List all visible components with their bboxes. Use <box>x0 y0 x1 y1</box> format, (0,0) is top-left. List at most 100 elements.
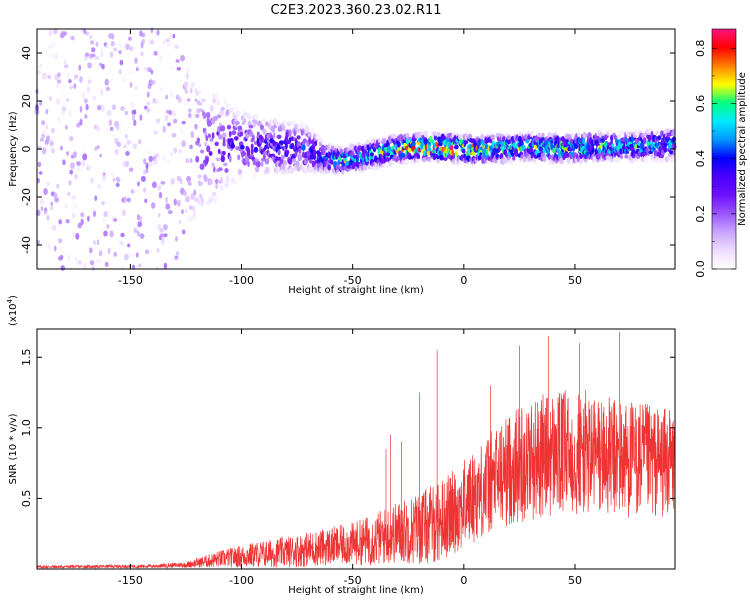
spectrogram-cell <box>168 110 172 116</box>
spectrogram-cell <box>160 181 166 185</box>
spectrogram-cell <box>279 140 284 146</box>
spectrogram-cell <box>209 105 215 112</box>
spectrogram-cell <box>220 106 225 111</box>
spectrogram-cell <box>304 127 310 134</box>
spectrogram-cell <box>175 59 180 63</box>
spectrogram-cell <box>514 151 519 157</box>
spectrogram-cell <box>194 123 198 130</box>
spectrogram-cell <box>92 210 97 218</box>
spectrogram-cell <box>218 167 223 172</box>
spectrogram-cell <box>215 157 221 162</box>
snr-panel: -150 -100 -50 0 50 0.5 1.0 1.5 Height of strai… <box>6 295 676 596</box>
spectrogram-cell <box>89 177 95 184</box>
spectrogram-cell <box>288 137 292 142</box>
spectrogram-cell <box>341 169 345 175</box>
spectrogram-cell <box>101 63 105 70</box>
spectrogram-cell <box>659 156 665 163</box>
spectrogram-cell <box>46 214 50 221</box>
spectrogram-cell <box>577 131 580 138</box>
spectrogram-cell <box>137 221 142 228</box>
spectrogram-cell <box>162 125 166 133</box>
spectrogram-cell <box>141 38 145 45</box>
spectrogram-cell <box>115 182 120 188</box>
spectrogram-cell <box>600 142 604 147</box>
spectrogram-cell <box>624 154 629 159</box>
spectrogram-cell <box>173 147 178 154</box>
spectrogram-cell <box>94 195 98 202</box>
snr-y-tick-label: 1.0 <box>20 419 33 437</box>
spectrogram-cell <box>212 166 216 173</box>
spectrogram-cell <box>189 144 194 150</box>
spectrogram-cell <box>262 128 267 135</box>
spectrogram-cell <box>73 83 77 89</box>
spectrogram-cell <box>288 129 292 137</box>
spectrogram-cell <box>552 147 557 154</box>
spectrogram-cell <box>420 131 424 136</box>
spectrogram-cell <box>405 158 410 166</box>
spectrogram-cell <box>195 155 200 163</box>
spectrogram-cell <box>121 77 126 83</box>
spectrogram-cell <box>102 218 106 223</box>
spectrogram-cell <box>488 156 491 162</box>
spectrogram-cell <box>60 265 65 271</box>
spectrogram-cell <box>38 63 43 68</box>
spectrogram-cell <box>45 124 49 130</box>
spectrogram-cell <box>41 133 46 139</box>
spectrogram-cell <box>291 142 294 147</box>
spectrogram-cell <box>174 44 179 49</box>
spectrogram-cell <box>79 106 83 113</box>
spectrogram-cell <box>206 145 211 153</box>
spectrogram-cell <box>172 33 176 39</box>
spectrogram-cell <box>74 173 78 180</box>
spectrogram-cell <box>220 125 226 132</box>
spectrogram-cell <box>613 135 617 139</box>
spectrogram-cell <box>544 139 549 146</box>
spectrogram-cell <box>173 198 177 206</box>
colorbar-tick-label: 0.6 <box>694 95 707 113</box>
spectrogram-cell <box>143 169 147 175</box>
spectrogram-cell <box>80 212 85 218</box>
spectrogram-cell <box>275 121 281 127</box>
spectrogram-cell <box>597 151 602 157</box>
spectrogram-cell <box>255 113 260 120</box>
spectrogram-cell <box>138 263 142 268</box>
spectrogram-cell <box>454 150 459 158</box>
spectrogram-cell <box>588 155 592 160</box>
spectrogram-cell <box>87 215 90 222</box>
spectrogram-cell <box>100 89 104 96</box>
colorbar-tick-label: 0.4 <box>694 150 707 168</box>
spectrogram-cell <box>148 149 151 156</box>
spectrogram-cell <box>135 67 139 72</box>
spectrogram-cell <box>87 165 92 170</box>
spectrogram-cell <box>664 156 669 163</box>
spectrogram-cell <box>165 196 169 204</box>
spectrogram-cell <box>502 158 506 165</box>
spectrogram-x-ticks: -150 -100 -50 0 50 <box>118 29 582 287</box>
spectrogram-cell <box>335 153 338 160</box>
spectrogram-cell <box>49 205 54 211</box>
spectrogram-panel: -150 -100 -50 0 50 -40 -20 0 20 40 Height of str… <box>8 27 677 296</box>
spectrogram-cell <box>512 155 516 161</box>
spectrogram-cell <box>171 110 176 117</box>
spectrogram-cell <box>98 250 103 257</box>
spectrogram-cell <box>175 236 178 242</box>
spectrogram-cell <box>43 210 48 215</box>
spectrogram-cell <box>599 133 603 139</box>
spectrogram-cell <box>110 40 115 47</box>
spectrogram-cell <box>235 121 240 125</box>
spectrogram-cell <box>240 144 245 150</box>
spectrogram-cell <box>178 97 182 103</box>
spectrogram-cell <box>170 257 175 263</box>
spectrogram-cell <box>296 135 301 140</box>
spectrogram-cell <box>150 27 154 34</box>
spectrogram-cell <box>198 90 202 95</box>
spectrogram-cell <box>428 136 433 143</box>
spectrogram-cell <box>58 238 63 244</box>
spectrogram-cell <box>199 101 203 106</box>
spectrogram-cell <box>110 172 116 177</box>
spectrogram-cell <box>284 142 288 150</box>
spectrogram-cell <box>162 154 166 162</box>
spectrogram-cell <box>329 159 334 165</box>
spectrogram-cell <box>125 151 130 156</box>
spectrogram-cell <box>124 133 128 139</box>
